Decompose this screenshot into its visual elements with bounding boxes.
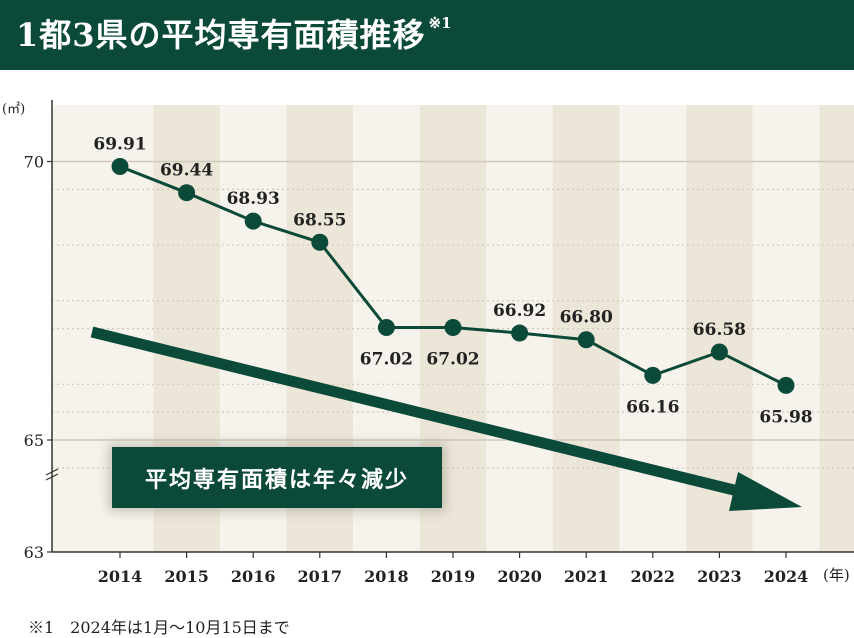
data-label: 69.44	[160, 161, 213, 181]
data-label: 66.80	[560, 308, 613, 328]
x-tick-label: 2017	[298, 567, 343, 586]
x-tick-label: 2022	[631, 567, 676, 586]
data-label: 68.93	[227, 189, 280, 209]
data-point	[644, 366, 662, 384]
data-labels: 69.91 69.44 68.93 68.55 67.02 67.02 66.92 66.80…	[93, 135, 812, 428]
title-bar: 1都3県の平均専有面積推移 ※1	[0, 0, 854, 70]
data-point	[511, 324, 529, 342]
x-tick-label: 2015	[164, 567, 209, 586]
title-footnote-marker: ※1	[428, 14, 452, 32]
data-series	[111, 158, 795, 394]
data-label: 66.58	[693, 320, 746, 340]
y-axis-unit: (㎡)	[2, 102, 25, 117]
footnote: ※1 2024年は1月～10月15日まで	[28, 618, 290, 637]
axis-break-mark	[45, 473, 59, 481]
data-point	[444, 318, 462, 336]
data-point	[111, 158, 129, 176]
x-tick-label: 2019	[431, 567, 476, 586]
y-tick-label: 63	[24, 543, 44, 562]
data-label: 66.92	[493, 301, 546, 321]
data-point	[377, 318, 395, 336]
data-point	[577, 331, 595, 349]
x-axis-unit: (年)	[823, 566, 850, 584]
trend-arrow-head	[729, 472, 802, 511]
x-tick-label: 2018	[364, 567, 409, 586]
trend-callout: 平均専有面積は年々減少	[112, 447, 442, 508]
data-point	[777, 376, 795, 394]
data-label: 67.02	[426, 349, 479, 369]
data-point	[710, 343, 728, 361]
x-tick-labels: 2014 2015 2016 2017 2018 2019 2020 2021 2022 2023…	[98, 567, 809, 586]
data-label: 69.91	[93, 135, 146, 155]
data-label: 66.16	[626, 397, 679, 417]
axis-break-mark	[45, 468, 59, 476]
x-tick-label: 2016	[231, 567, 276, 586]
x-tick-label: 2023	[697, 567, 742, 586]
axes	[45, 100, 854, 558]
x-tick-label: 2024	[764, 567, 809, 586]
data-label: 67.02	[360, 349, 413, 369]
trend-arrow	[90, 326, 802, 511]
data-point	[244, 212, 262, 230]
data-label: 65.98	[759, 407, 812, 427]
y-tick-label: 70	[24, 153, 44, 172]
data-point	[311, 233, 329, 251]
x-tick-label: 2020	[497, 567, 542, 586]
data-point	[178, 184, 196, 202]
y-tick-labels: 63 65 70	[24, 153, 52, 562]
data-label: 68.55	[293, 210, 346, 230]
trend-arrow-shaft	[90, 326, 744, 498]
page-title: 1都3県の平均専有面積推移	[16, 16, 426, 54]
x-tick-label: 2014	[98, 567, 143, 586]
y-tick-label: 65	[24, 431, 44, 450]
x-tick-label: 2021	[564, 567, 609, 586]
